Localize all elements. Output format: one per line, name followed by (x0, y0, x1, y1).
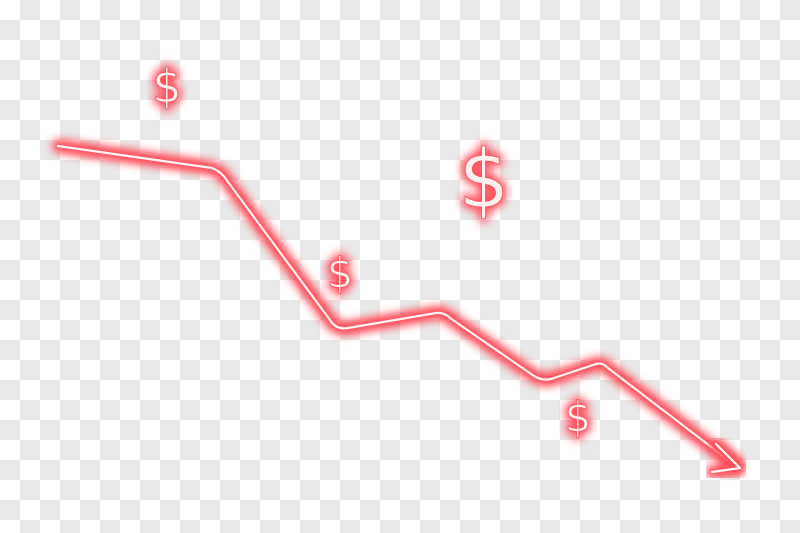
dollar-glyph-glow: $ (152, 60, 181, 114)
downtrend-line (53, 141, 741, 471)
dollar-glyph: $ (327, 249, 354, 298)
dollar-sign-icon: $ $ (151, 58, 183, 115)
dollar-glyph: $ (459, 133, 510, 226)
dollar-glyph-glow: $ (565, 393, 592, 442)
dollar-sign-icon: $ $ (457, 131, 511, 227)
arrowhead-icon (707, 439, 745, 477)
dollar-glyph-glow: $ (327, 249, 354, 298)
dollar-glyph-glow: $ (459, 133, 510, 226)
dollar-sign-icon: $ $ (563, 391, 593, 443)
dollar-glyph: $ (152, 60, 181, 114)
dollar-glyph: $ (565, 393, 592, 442)
dollar-sign-icon: $ $ (325, 247, 355, 299)
